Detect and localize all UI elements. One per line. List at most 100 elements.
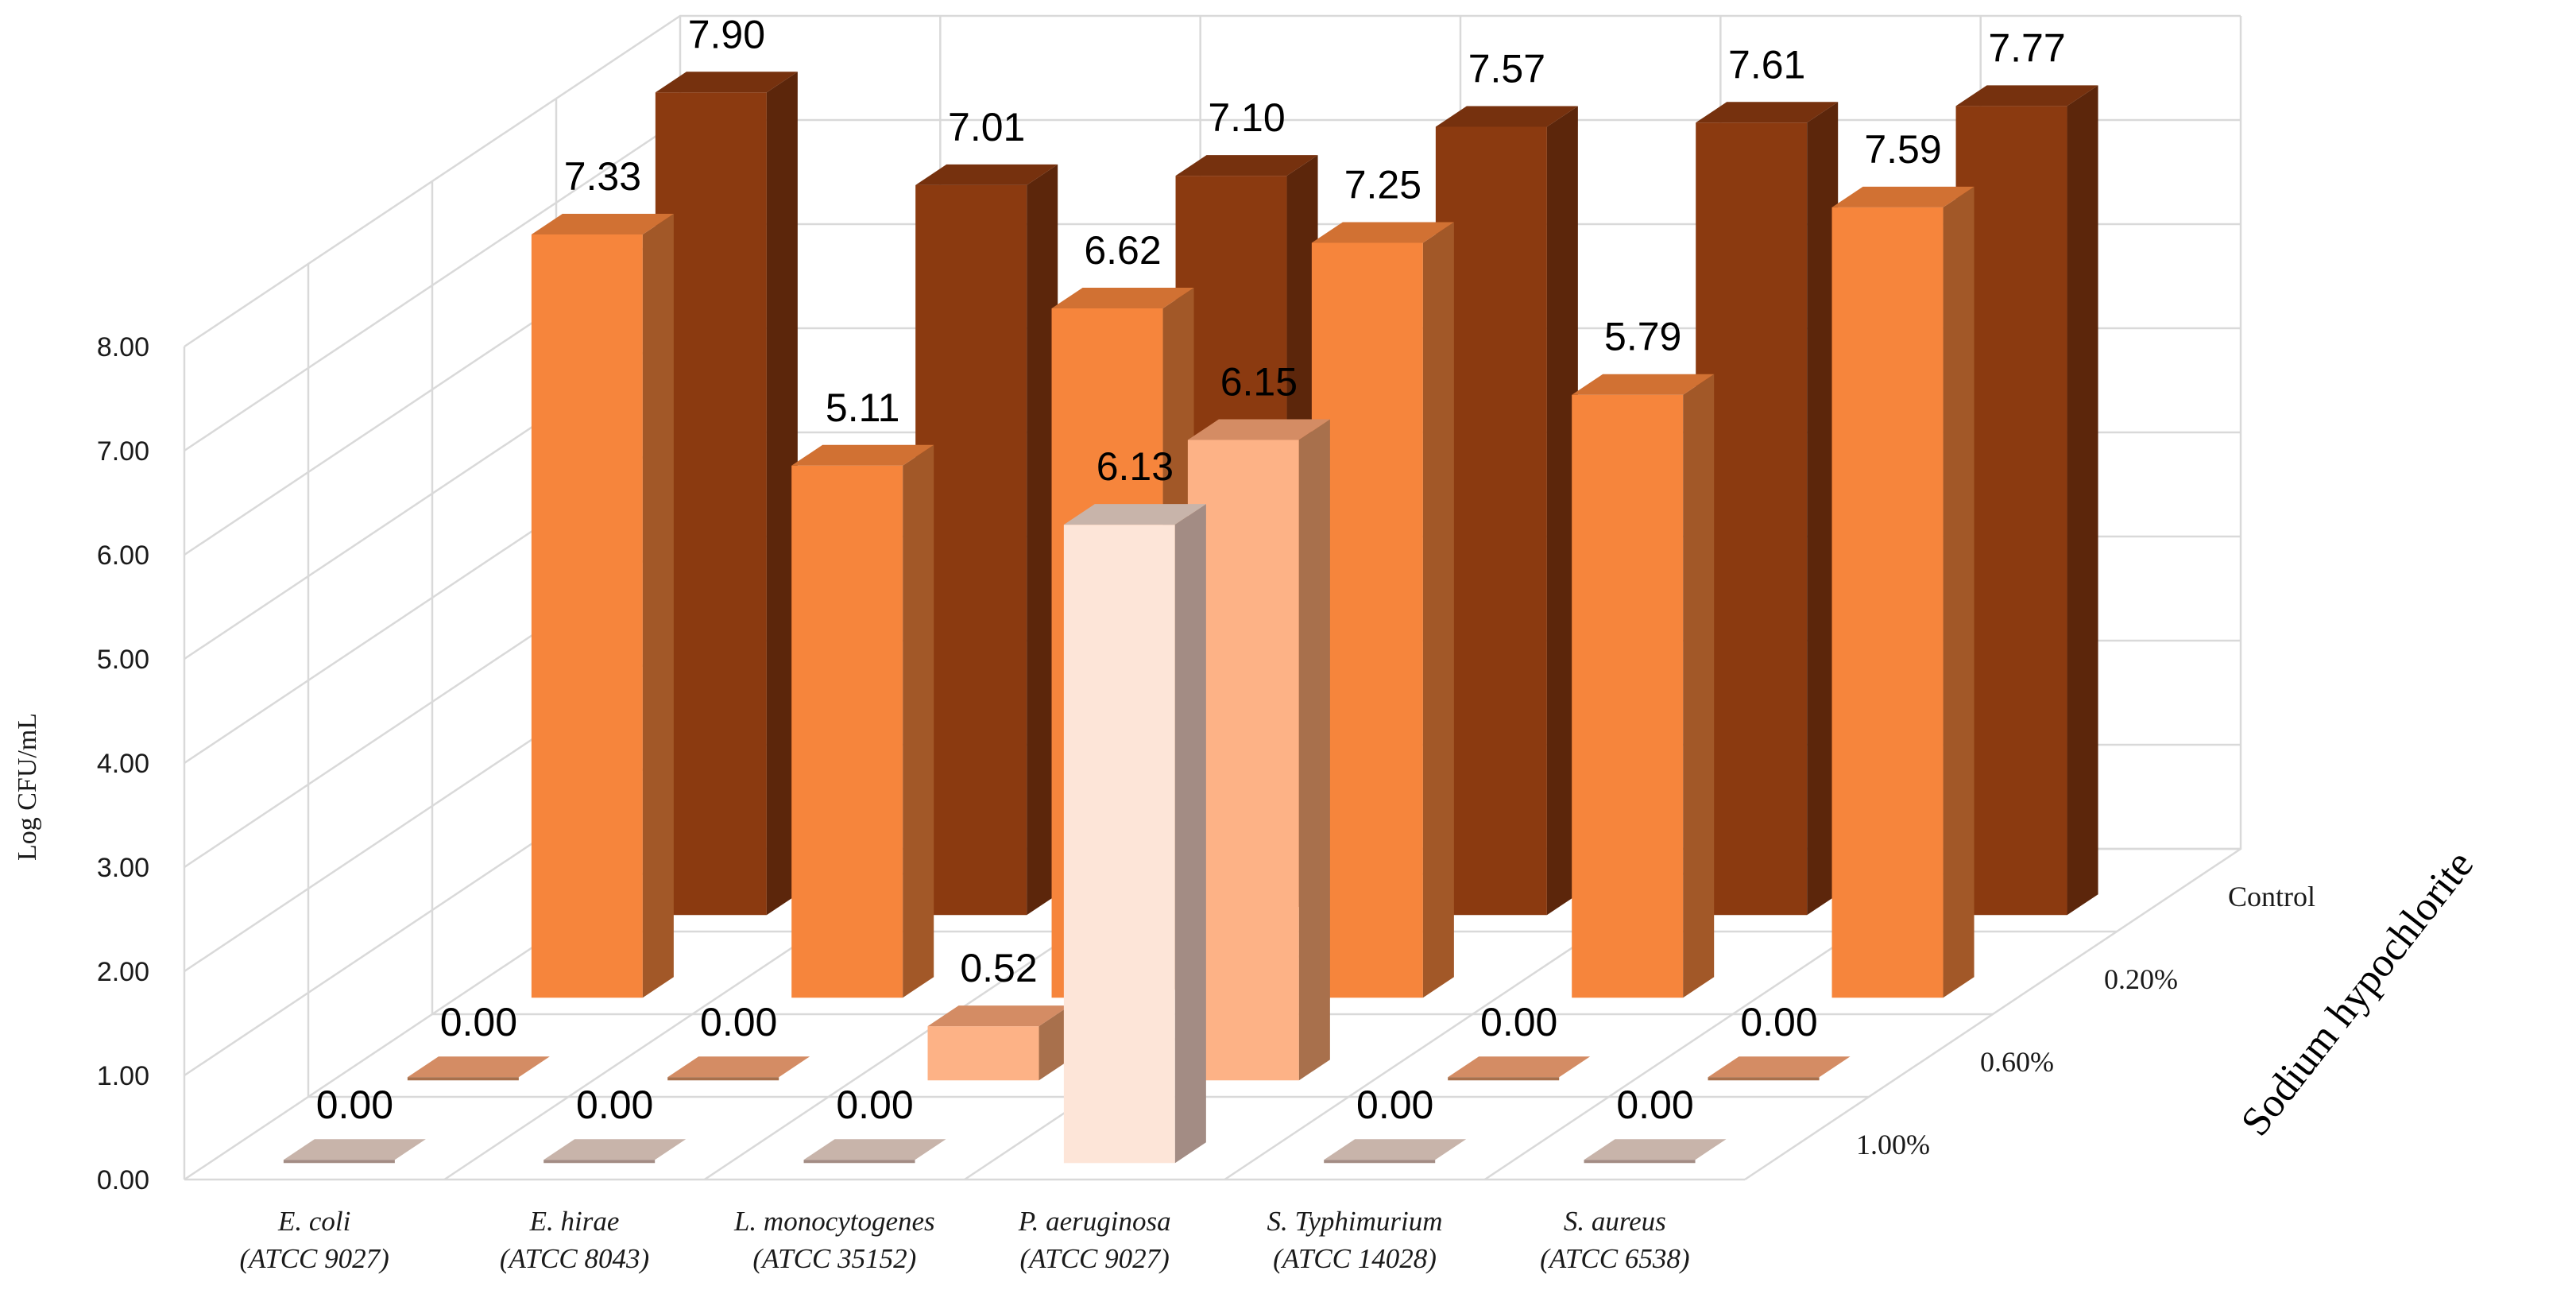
bar [1187, 419, 1330, 1081]
y-axis-title: Log CFU/mL [13, 713, 42, 861]
bar-side [1298, 419, 1330, 1081]
bar-flat [543, 1139, 687, 1160]
y-tick-label: 3.00 [97, 853, 149, 883]
data-label: 0.00 [836, 1083, 913, 1127]
y-tick-label: 8.00 [97, 332, 149, 362]
data-label: 0.00 [1480, 1000, 1557, 1044]
data-label: 0.00 [576, 1083, 653, 1127]
category-strain: (ATCC 14028) [1273, 1243, 1437, 1274]
category-strain: (ATCC 9027) [1020, 1243, 1170, 1274]
data-label: 7.01 [948, 105, 1025, 149]
data-label: 7.57 [1468, 47, 1545, 91]
bar-flat [1708, 1056, 1851, 1078]
bar-top [655, 72, 798, 93]
bar-front [1572, 394, 1684, 998]
data-label: 7.59 [1864, 127, 1941, 172]
category-name: S. Typhimurium [1267, 1206, 1442, 1237]
bar [1063, 504, 1206, 1164]
depth-label: 1.00% [1856, 1129, 1930, 1160]
bar [283, 1139, 426, 1164]
bar-top [927, 1005, 1070, 1027]
y-axis-ticks: 0.00 1.00 2.00 3.00 4.00 5.00 6.00 7.00 8.00 [97, 332, 149, 1195]
bar-front [927, 1026, 1039, 1081]
bar-front [531, 234, 643, 998]
bar-side [1027, 164, 1058, 916]
bar [1708, 1056, 1851, 1081]
bar-side [1422, 222, 1454, 998]
data-label: 7.61 [1728, 42, 1805, 87]
data-label: 7.33 [564, 154, 641, 199]
bar [1831, 186, 1975, 998]
data-labels: 7.90 7.01 7.10 7.57 7.61 7.77 7.33 5.11 6.62 7.25… [316, 12, 2066, 1127]
category-name: E. hirae [529, 1206, 620, 1237]
category-strain: (ATCC 9027) [240, 1243, 389, 1274]
bar [1311, 222, 1454, 998]
bar-side [1807, 102, 1839, 916]
bar [915, 164, 1058, 916]
data-label: 6.62 [1084, 228, 1161, 273]
category-name: S. aureus [1564, 1206, 1666, 1237]
data-label: 0.00 [1616, 1083, 1693, 1127]
depth-label: 0.60% [1980, 1046, 2054, 1078]
bar-front [1831, 207, 1944, 998]
bar-top [1311, 222, 1454, 243]
data-label: 7.25 [1344, 162, 1421, 207]
category-strain: (ATCC 6538) [1540, 1243, 1689, 1274]
bar-flat-edge [1448, 1077, 1560, 1081]
bar-side [903, 444, 934, 998]
bar-front [1063, 525, 1175, 1164]
bar [543, 1139, 687, 1164]
bar-side [1683, 374, 1715, 998]
bar-side [1039, 1005, 1070, 1081]
category-name: L. monocytogenes [733, 1206, 935, 1237]
bar-flat-edge [1584, 1160, 1696, 1164]
depth-label: Control [2228, 881, 2315, 912]
bar-front [1435, 126, 1547, 916]
category-name: P. aeruginosa [1018, 1206, 1171, 1237]
bar [1955, 85, 2098, 916]
bar [791, 444, 934, 998]
depth-axis-labels: 1.00% 0.60% 0.20% Control [1856, 881, 2315, 1160]
bar-side [766, 72, 798, 916]
bar-front [1696, 122, 1808, 916]
bar-side [1174, 504, 1206, 1164]
data-label: 0.00 [316, 1083, 393, 1127]
bar-flat [1324, 1139, 1467, 1160]
bar-top [791, 444, 934, 466]
bar-front [791, 465, 903, 998]
bar [927, 1005, 1070, 1081]
data-label: 0.00 [440, 1000, 517, 1044]
bar-side [1943, 186, 1975, 998]
bar-flat-edge [543, 1160, 656, 1164]
bar-front [1955, 106, 2067, 916]
bar-top [1051, 287, 1194, 308]
y-tick-label: 5.00 [97, 645, 149, 675]
data-label: 0.52 [960, 946, 1037, 990]
bar-front [655, 92, 767, 916]
bar-front [1187, 440, 1299, 1081]
bar [531, 213, 674, 998]
bar [667, 1056, 810, 1081]
bar-front [915, 184, 1027, 916]
bar [1448, 1056, 1591, 1081]
bar [1572, 374, 1715, 998]
data-label: 7.90 [688, 12, 765, 56]
bar-top [1572, 374, 1715, 395]
y-tick-label: 6.00 [97, 540, 149, 571]
bar-top [1831, 186, 1975, 207]
bar-top [1175, 155, 1318, 176]
bars [283, 72, 2098, 1164]
data-label: 0.00 [1356, 1083, 1433, 1127]
bar-top [531, 213, 674, 234]
bar-flat [803, 1139, 946, 1160]
data-label: 6.15 [1220, 360, 1298, 405]
bar-top [915, 164, 1058, 185]
bar-side [2067, 85, 2098, 916]
bar-flat-edge [1708, 1077, 1820, 1081]
data-label: 5.11 [826, 385, 900, 430]
bar-top [1435, 106, 1578, 127]
category-strain: (ATCC 35152) [752, 1243, 916, 1274]
data-label: 7.10 [1208, 95, 1285, 140]
bar-front [1311, 242, 1423, 998]
depth-label: 0.20% [2104, 963, 2178, 995]
